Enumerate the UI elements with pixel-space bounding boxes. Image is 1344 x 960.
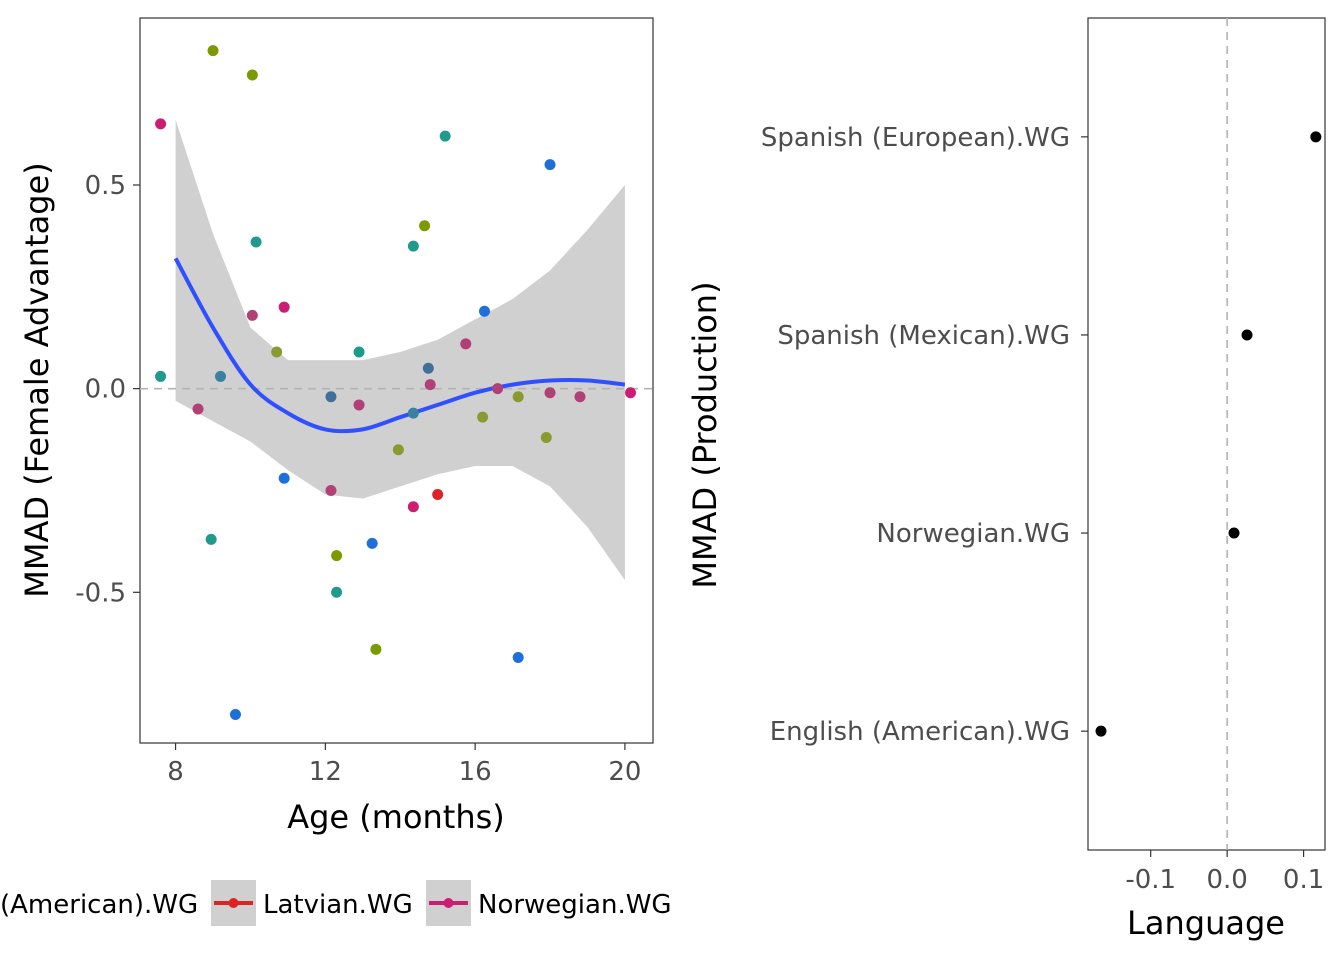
data-point [419,220,431,232]
data-point [271,346,283,358]
data-point [460,338,472,350]
legend-item-latvian: Latvian.WG [211,880,413,926]
y-tick-label: 0.5 [85,171,126,201]
legend-label-latvian: Latvian.WG [263,890,413,920]
y-axis-ticks: 0.5 0.0 -0.5 [75,171,140,608]
data-point [250,236,262,248]
data-point [544,387,556,399]
data-point [246,309,258,321]
data-point [407,407,419,419]
x-tick-label: 8 [167,757,184,787]
data-point [492,383,504,395]
data-point [439,130,451,142]
y-tick-label: 0.0 [85,375,126,405]
data-point [512,651,524,663]
right-y-axis-title: MMAD (Production) [686,281,724,588]
data-point [478,305,490,317]
x-tick-label: 12 [309,757,342,787]
x-tick-label: 20 [608,757,641,787]
language-tick-label: English (American).WG [770,717,1070,747]
data-point [625,387,637,399]
smooth-confidence-ribbon [175,119,625,581]
x-axis-title: Age (months) [287,798,505,836]
legend-item-norwegian: Norwegian.WG [426,880,672,926]
language-point [1310,131,1322,143]
data-point [192,403,204,415]
data-point [331,550,343,562]
value-tick-label: 0.0 [1206,865,1247,895]
data-point [512,391,524,403]
x-tick-label: 16 [459,757,492,787]
data-point [155,118,167,130]
data-point [278,472,290,484]
legend-label-norwegian: Norwegian.WG [478,890,672,920]
left-panel: 8 12 16 20 0.5 0.0 -0.5 Age (months) MMAD (Fe… [18,17,654,836]
y-axis-title: MMAD (Female Advantage) [18,162,56,597]
data-point [215,370,227,382]
data-point [370,643,382,655]
data-point [477,411,489,423]
value-tick-label: -0.1 [1125,865,1176,895]
value-tick-label: 0.1 [1283,865,1324,895]
language-tick-label: Spanish (Mexican).WG [777,321,1070,351]
legend-label-english-american: (American).WG [0,890,198,920]
language-point [1241,329,1253,341]
data-point [432,489,444,501]
data-point [366,537,378,549]
legend: (American).WG Latvian.WG Norwegian.WG [0,870,1072,930]
right-plot-panel [1087,17,1326,851]
data-point [353,399,365,411]
right-x-axis-title: Language [1127,904,1285,942]
data-point [424,379,436,391]
data-point [353,346,365,358]
data-point [544,159,556,171]
language-axis-ticks: Spanish (European).WG Spanish (Mexican).W… [761,123,1088,747]
data-point [205,533,217,545]
data-point [407,240,419,252]
language-tick-label: Norwegian.WG [876,519,1070,549]
language-point [1228,527,1240,539]
x-axis-ticks: 8 12 16 20 [167,743,641,787]
legend-clip-mask [672,870,1072,930]
data-point [407,501,419,513]
y-tick-label: -0.5 [75,578,126,608]
data-point [422,362,434,374]
data-point [325,484,337,496]
smooth-trend-line [173,257,626,434]
language-tick-label: Spanish (European).WG [761,123,1070,153]
data-point [278,301,290,313]
data-point [540,432,552,444]
data-point [229,708,241,720]
language-point [1095,725,1107,737]
data-point [155,370,167,382]
data-point [246,69,258,81]
scatter-points [155,45,637,720]
data-point [574,391,586,403]
data-point [331,586,343,598]
data-point [325,391,337,403]
right-panel: Spanish (European).WG Spanish (Mexican).W… [686,17,1326,942]
data-point [207,45,219,57]
legend-key-point-norwegian [443,898,454,908]
value-axis-ticks: -0.1 0.0 0.1 [1125,850,1324,895]
language-points [1095,131,1322,737]
data-point [392,444,404,456]
legend-key-point-latvian [228,898,239,908]
